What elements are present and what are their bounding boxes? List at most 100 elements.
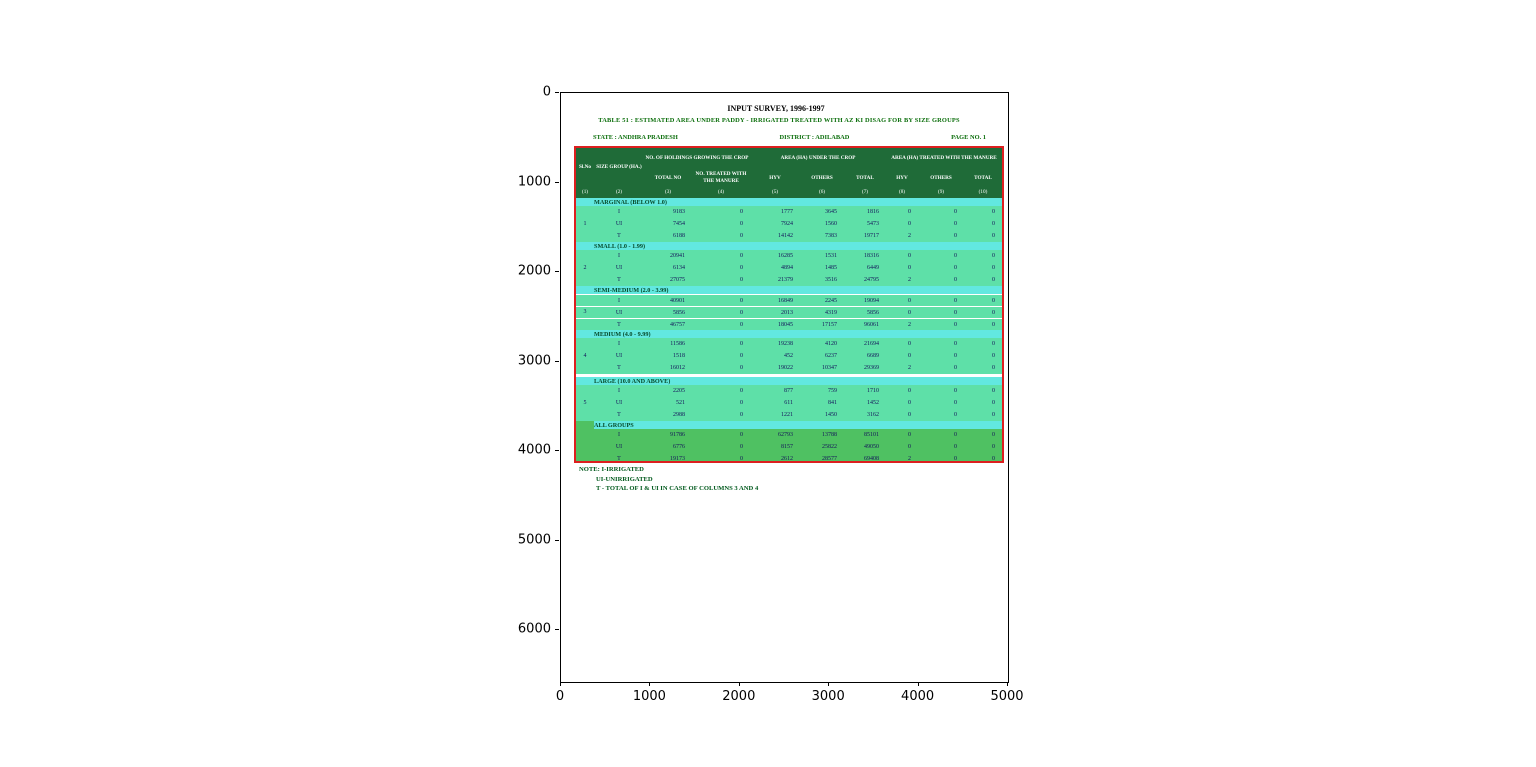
value-cell: 1777 (781, 209, 793, 215)
value-cell: 96061 (864, 321, 879, 328)
document-title: INPUT SURVEY, 1996-1997 (727, 104, 825, 113)
table-row: UI 7454 0 7924 1560 5473 0 0 0 (576, 218, 1002, 230)
section-serial-number: 3 (583, 309, 587, 315)
irrigation-type-cell: T (617, 365, 621, 371)
y-tick-label: 0 (542, 84, 551, 100)
value-cell: 0 (740, 353, 743, 359)
irrigation-type-cell: T (617, 277, 621, 283)
column-number: (5) (771, 189, 779, 196)
table-row: I 20941 0 16285 1531 18316 0 0 0 (576, 250, 1002, 262)
table-row: T 27075 0 21379 3516 24795 2 0 0 (576, 274, 1002, 286)
value-cell: 759 (828, 388, 837, 394)
value-cell: 0 (954, 400, 957, 406)
value-cell: 1485 (825, 265, 837, 271)
value-cell: 0 (992, 277, 995, 283)
irrigation-type-cell: I (618, 432, 620, 438)
value-cell: 0 (954, 321, 957, 328)
size-group-section: ALL GROUPS I 91786 0 62793 13788 85101 0 0 0 UI 677… (576, 421, 1002, 462)
value-cell: 0 (992, 400, 995, 406)
size-group-band: SMALL (1.0 - 1.99) (576, 242, 1002, 250)
value-cell: 0 (908, 341, 911, 347)
col-header-others-area: OTHERS (811, 174, 833, 181)
value-cell: 0 (740, 233, 743, 239)
note-line: T - TOTAL OF I & UI IN CASE OF COLUMNS 3… (596, 485, 759, 493)
value-cell: 0 (740, 297, 743, 304)
value-cell: 6188 (673, 233, 685, 239)
size-group-label: LARGE (10.0 AND ABOVE) (594, 377, 671, 385)
value-cell: 0 (954, 221, 957, 227)
value-cell: 2 (908, 456, 911, 462)
value-cell: 2 (908, 277, 911, 283)
size-group-band: ALL GROUPS (576, 421, 1002, 429)
section-serial-number: 1 (583, 221, 587, 227)
value-cell: 0 (908, 253, 911, 259)
note-line: NOTE: I-IRRIGATED (579, 466, 644, 473)
x-tick-label: 4000 (901, 689, 935, 704)
x-tick-label: 3000 (811, 689, 845, 704)
table-row: UI 1518 0 452 6237 6689 0 0 0 (576, 350, 1002, 362)
size-group-band: MEDIUM (4.0 - 9.99) (576, 330, 1002, 338)
column-number: (7) (861, 189, 869, 196)
value-cell: 6134 (673, 265, 685, 271)
size-group-section: MEDIUM (4.0 - 9.99) I 11586 0 19238 4120 21694… (576, 330, 1002, 374)
value-cell: 2013 (781, 309, 793, 316)
value-cell: 0 (908, 221, 911, 227)
y-tick-mark (555, 629, 559, 630)
irrigation-type-cell: I (618, 388, 620, 394)
x-tick-label: 5000 (990, 689, 1024, 704)
survey-table: Sl.No SIZE GROUP (HA.) NO. OF HOLDINGS G… (574, 146, 1004, 463)
size-group-label: SEMI-MEDIUM (2.0 - 3.99) (594, 286, 669, 294)
value-cell: 1518 (673, 353, 685, 359)
value-cell: 0 (992, 456, 995, 462)
y-tick-mark (555, 539, 559, 541)
value-cell: 0 (954, 353, 957, 359)
value-cell: 452 (784, 353, 793, 359)
value-cell: 2 (908, 233, 911, 239)
value-cell: 0 (740, 253, 743, 259)
value-cell: 0 (992, 221, 995, 227)
irrigation-type-cell: UI (615, 309, 623, 316)
value-cell: 4120 (825, 341, 837, 347)
column-number: (9) (937, 189, 945, 196)
table-header: Sl.No SIZE GROUP (HA.) NO. OF HOLDINGS G… (576, 148, 1002, 198)
table-row: UI 6134 0 4894 1485 6449 0 0 0 (576, 262, 1002, 274)
value-cell: 0 (740, 365, 743, 371)
value-cell: 14142 (778, 233, 793, 239)
value-cell: 6237 (825, 353, 837, 359)
column-number: (8) (898, 189, 906, 196)
value-cell: 2988 (673, 412, 685, 418)
value-cell: 611 (784, 400, 793, 406)
value-cell: 0 (992, 321, 995, 328)
value-cell: 29369 (864, 365, 879, 371)
value-cell: 49050 (864, 444, 879, 450)
value-cell: 0 (740, 388, 743, 394)
col-header-total-manure: TOTAL (974, 174, 992, 181)
size-group-section: MARGINAL (BELOW 1.0) I 9183 0 1777 3645 1816 0 0… (576, 198, 1002, 242)
value-cell: 6449 (867, 265, 879, 271)
column-number: (3) (664, 189, 672, 196)
value-cell: 0 (992, 297, 995, 304)
value-cell: 28577 (822, 456, 837, 462)
value-cell: 0 (992, 365, 995, 371)
value-cell: 0 (992, 353, 995, 359)
size-group-band: SEMI-MEDIUM (2.0 - 3.99) (576, 286, 1002, 294)
value-cell: 0 (740, 277, 743, 283)
value-cell: 0 (954, 341, 957, 347)
col-group-manure: AREA (HA) TREATED WITH THE MANURE (891, 155, 997, 162)
value-cell: 0 (954, 365, 957, 371)
col-header-total-no: TOTAL NO (654, 174, 682, 181)
column-number: (6) (818, 189, 826, 196)
size-group-label: ALL GROUPS (594, 421, 634, 429)
value-cell: 0 (954, 388, 957, 394)
value-cell: 21694 (864, 341, 879, 347)
table-body: MARGINAL (BELOW 1.0) I 9183 0 1777 3645 1816 0 0… (576, 198, 1002, 462)
irrigation-type-cell: T (617, 321, 621, 328)
value-cell: 9183 (673, 209, 685, 215)
document-meta-row: STATE : ANDHRA PRADESH DISTRICT : ADILAB… (574, 134, 1004, 141)
value-cell: 1816 (867, 209, 879, 215)
value-cell: 0 (992, 209, 995, 215)
value-cell: 2612 (781, 456, 793, 462)
irrigation-type-cell: UI (615, 221, 623, 227)
value-cell: 18316 (864, 253, 879, 259)
irrigation-type-cell: I (618, 341, 620, 347)
